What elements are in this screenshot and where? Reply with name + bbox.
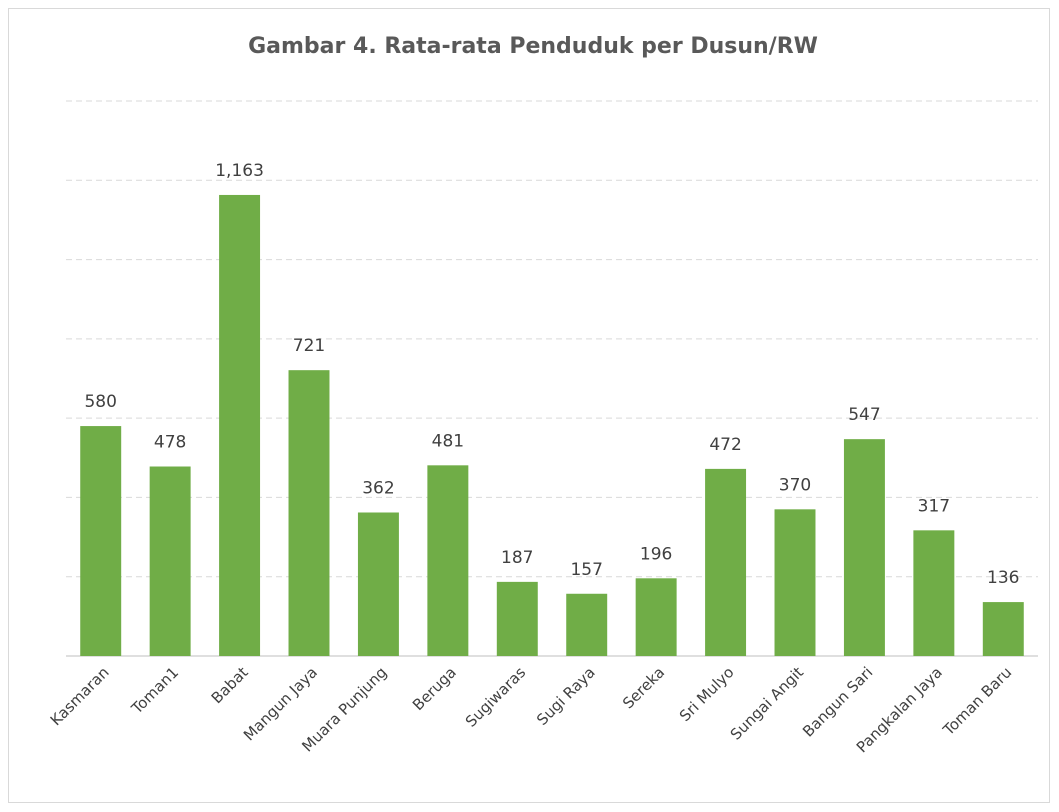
data-label: 478 (154, 433, 186, 453)
bar (219, 194, 261, 657)
data-label: 317 (918, 496, 950, 516)
data-label: 157 (570, 560, 602, 580)
data-label: 362 (362, 478, 394, 498)
data-label: 187 (501, 548, 533, 568)
bar (149, 466, 191, 656)
data-label: 481 (432, 431, 464, 451)
data-label: 370 (779, 475, 811, 495)
data-label: 196 (640, 544, 672, 564)
bar (843, 439, 885, 656)
bar (635, 578, 677, 656)
bar (705, 468, 747, 656)
chart-title: Gambar 4. Rata-rata Penduduk per Dusun/R… (248, 34, 818, 59)
data-label: 1,163 (215, 161, 264, 181)
data-label: 472 (709, 435, 741, 455)
bar (566, 593, 608, 656)
data-label: 136 (987, 568, 1019, 588)
bar (982, 602, 1024, 656)
bar (427, 465, 469, 656)
chart-frame (8, 8, 1050, 803)
data-label: 547 (848, 405, 880, 425)
bar (774, 509, 816, 656)
bar (288, 370, 330, 656)
bar (496, 581, 538, 656)
data-label: 721 (293, 336, 325, 356)
data-label: 580 (84, 392, 116, 412)
bar (913, 530, 955, 656)
bar (80, 426, 122, 656)
bar (357, 512, 399, 656)
